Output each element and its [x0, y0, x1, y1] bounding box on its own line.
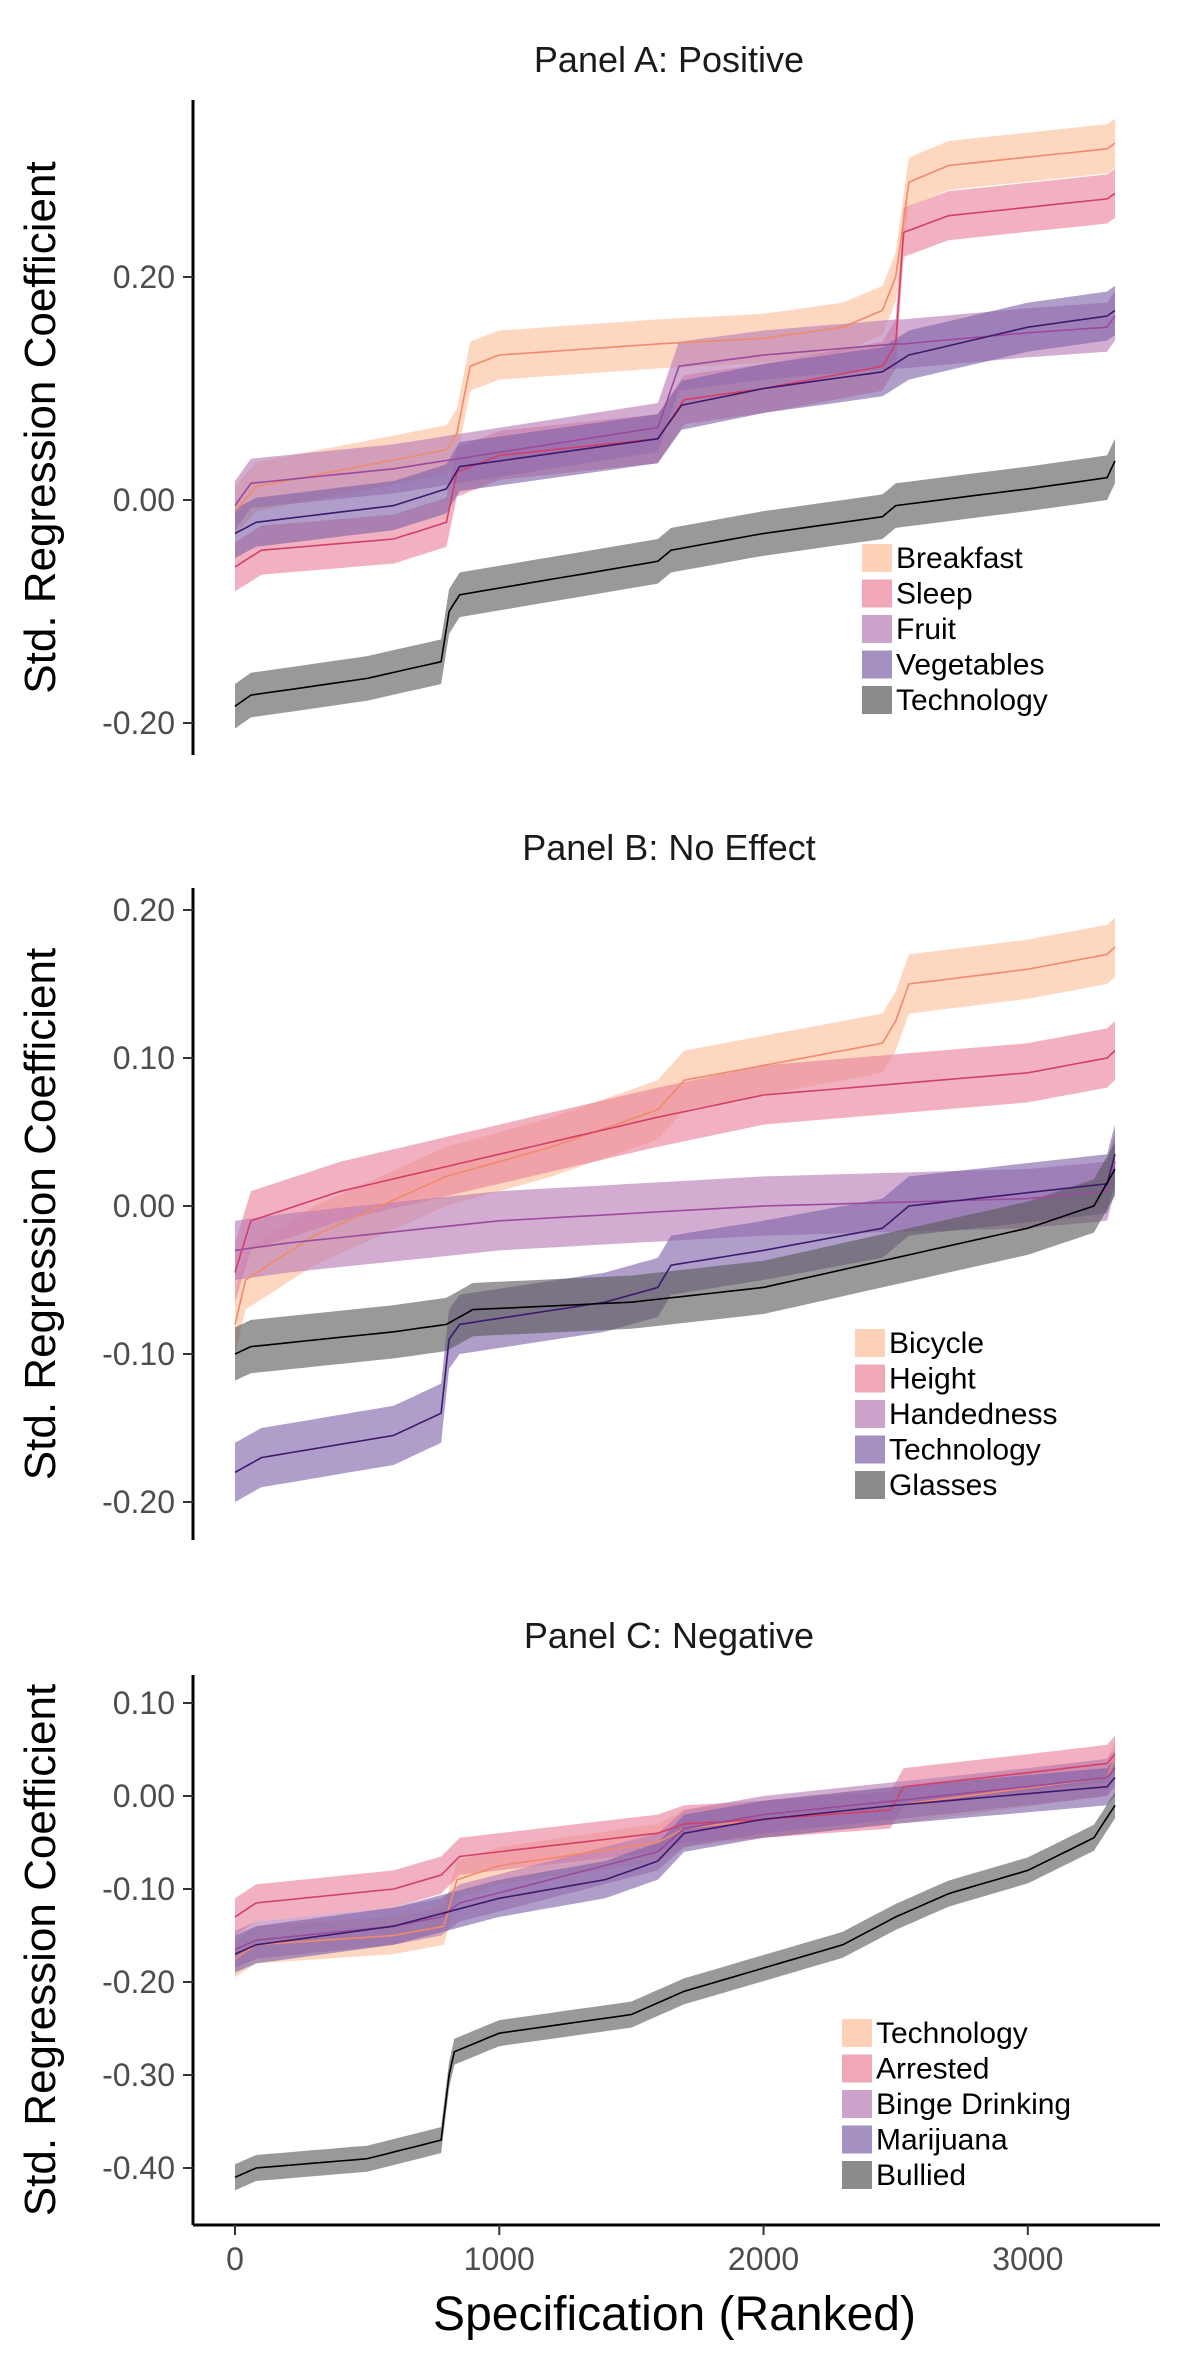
legend-swatch	[842, 2161, 872, 2189]
legend-entry-label: Height	[889, 1363, 976, 1396]
series-group	[234, 118, 1116, 729]
y-tick-label: 0.20	[113, 259, 175, 295]
series-line-marijuana	[234, 1776, 1116, 1955]
panel-3: Panel C: Negative 0.10 0.00 -0.10 -0.20 -0.30…	[16, 1615, 1160, 2341]
legend-swatch	[842, 2125, 872, 2154]
legend-entry-label: Breakfast	[896, 542, 1023, 575]
panel-title: Panel B: No Effect	[522, 827, 816, 868]
series-group	[234, 917, 1116, 1502]
y-tick-label: -0.20	[102, 705, 175, 741]
y-axis-label: Std. Regression Coefficient	[16, 161, 65, 693]
legend-entry-label: Binge Drinking	[876, 2088, 1071, 2121]
legend-swatch	[855, 1364, 885, 1393]
legend-swatch	[862, 686, 892, 714]
y-tick-label: -0.10	[102, 1871, 175, 1907]
y-tick-label: -0.20	[102, 1484, 175, 1520]
x-axis-label: Specification (Ranked)	[433, 2288, 916, 2341]
legend-entry-label: Bicycle	[889, 1327, 984, 1360]
legend-swatch	[862, 579, 892, 608]
legend-entry-label: Handedness	[889, 1398, 1057, 1431]
legend-entry-label: Fruit	[896, 613, 957, 646]
x-tick-label: 1000	[464, 2241, 535, 2277]
series-line-bullied	[234, 1804, 1116, 2179]
legend-swatch	[855, 1435, 885, 1464]
y-axis-label: Std. Regression Coefficient	[16, 1684, 65, 2216]
legend-entry-label: Glasses	[889, 1469, 997, 1502]
legend-entry-label: Marijuana	[876, 2124, 1008, 2157]
confidence-band-technology	[235, 1124, 1115, 1502]
y-tick-label: -0.10	[102, 1336, 175, 1372]
legend-entry-label: Technology	[876, 2017, 1028, 2050]
series-line-fruit	[234, 315, 1116, 507]
series-line-sleep	[234, 192, 1116, 568]
y-axis-label: Std. Regression Coefficient	[16, 948, 65, 1480]
confidence-band-glasses	[235, 1142, 1115, 1381]
series-line-arrested	[234, 1753, 1116, 1918]
y-tick-label: 0.10	[113, 1040, 175, 1076]
confidence-band-technology	[235, 438, 1115, 729]
legend-entry-label: Bullied	[876, 2159, 966, 2192]
x-tick-label: 2000	[728, 2241, 799, 2277]
x-tick-label: 3000	[992, 2241, 1063, 2277]
panel-title: Panel A: Positive	[534, 39, 804, 80]
legend-swatch	[862, 544, 892, 572]
y-tick-label: 0.20	[113, 892, 175, 928]
y-tick-label: -0.20	[102, 1964, 175, 2000]
y-tick-label: -0.30	[102, 2057, 175, 2093]
legend-entry-label: Technology	[889, 1434, 1041, 1467]
legend-entry-label: Technology	[896, 684, 1048, 717]
confidence-band-breakfast	[235, 118, 1115, 536]
series-line-technology	[234, 1153, 1116, 1474]
panel-1: Panel A: Positive 0.20 0.00 -0.20 Std. Regre…	[16, 39, 1116, 755]
confidence-band-bullied	[235, 1792, 1115, 2191]
legend-swatch	[842, 2054, 872, 2083]
confidence-band-height	[235, 1021, 1115, 1303]
confidence-band-handedness	[235, 1132, 1115, 1280]
legend-swatch	[855, 1471, 885, 1499]
series-line-breakfast	[234, 142, 1116, 512]
panel-title: Panel C: Negative	[524, 1615, 814, 1656]
y-tick-label: 0.10	[113, 1685, 175, 1721]
series-line-glasses	[234, 1168, 1116, 1355]
legend-swatch	[842, 2019, 872, 2047]
legend-swatch	[855, 1400, 885, 1428]
y-tick-label: 0.00	[113, 1188, 175, 1224]
legend-entry-label: Sleep	[896, 578, 973, 611]
x-tick-label: 0	[226, 2241, 244, 2277]
series-line-vegetables	[234, 309, 1116, 535]
legend-swatch	[862, 650, 892, 679]
legend-swatch	[855, 1329, 885, 1357]
legend-entry-label: Arrested	[876, 2053, 989, 2086]
series-line-height	[234, 1050, 1116, 1273]
confidence-band-marijuana	[235, 1758, 1115, 1973]
legend-swatch	[862, 615, 892, 643]
confidence-band-bicycle	[235, 917, 1115, 1354]
series-group	[234, 1735, 1116, 2191]
series-line-technology	[234, 460, 1116, 707]
series-line-technology	[234, 1758, 1116, 1960]
y-tick-label: 0.00	[113, 1778, 175, 1814]
panel-2: Panel B: No Effect 0.20 0.10 0.00 -0.10 -0.20…	[16, 827, 1116, 1540]
legend-entry-label: Vegetables	[896, 649, 1044, 682]
y-tick-label: -0.40	[102, 2150, 175, 2186]
confidence-band-vegetables	[235, 285, 1115, 558]
series-line-handedness	[234, 1161, 1116, 1252]
y-tick-label: 0.00	[113, 482, 175, 518]
legend-swatch	[842, 2090, 872, 2118]
series-line-bicycle	[234, 946, 1116, 1325]
